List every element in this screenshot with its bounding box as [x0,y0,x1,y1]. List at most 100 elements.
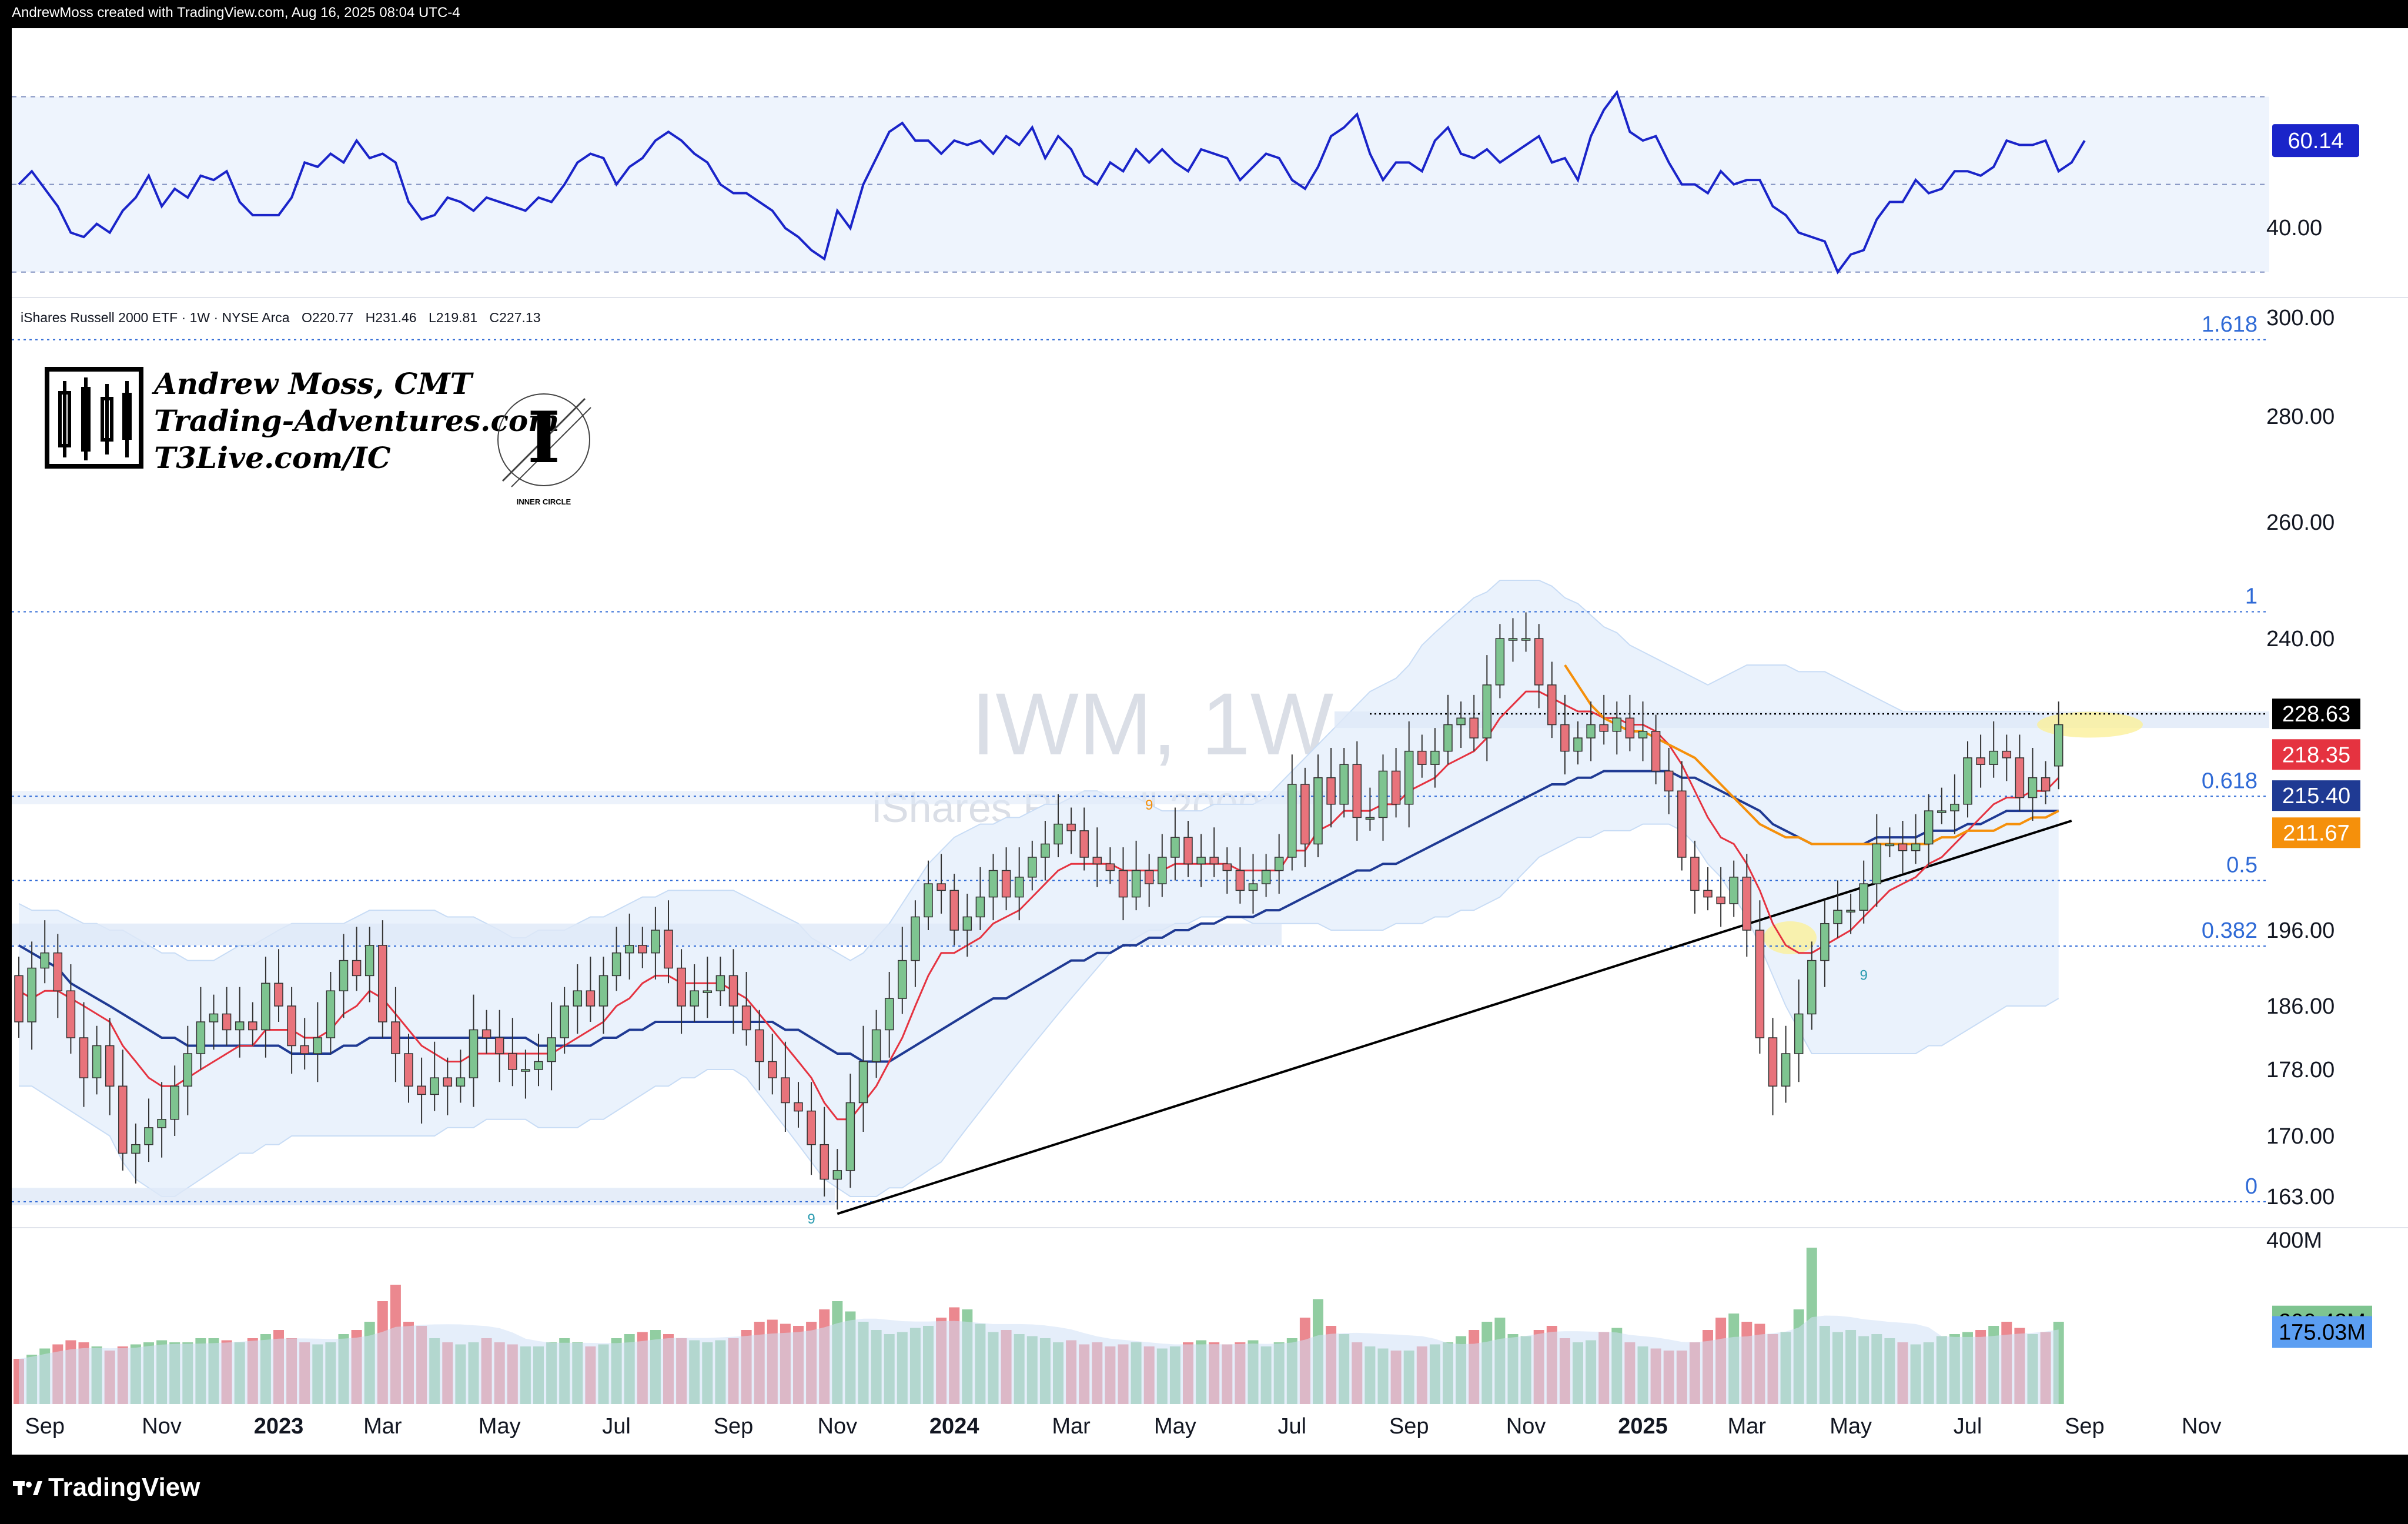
candle-body[interactable] [1079,830,1089,858]
candle-body[interactable] [430,1077,439,1095]
rsi-panel[interactable]: 40.00 60.14 [12,89,2359,275]
candle-body[interactable] [53,952,63,991]
candle-body[interactable] [754,1029,764,1062]
candle-body[interactable] [1404,750,1414,805]
candle-body[interactable] [287,1005,296,1047]
candle-body[interactable] [703,990,713,993]
candle-body[interactable] [1560,724,1570,752]
candle-body[interactable] [1872,843,1882,884]
candle-body[interactable] [898,960,907,999]
candle-body[interactable] [858,1061,868,1104]
candle-body[interactable] [1807,960,1817,1015]
candle-body[interactable] [988,870,998,898]
candle-body[interactable] [1911,843,1921,851]
candle-body[interactable] [573,990,583,1007]
candle-body[interactable] [92,1045,102,1078]
candle-body[interactable] [1443,724,1453,752]
candle-body[interactable] [1586,724,1596,738]
candle-body[interactable] [1599,724,1608,732]
candle-body[interactable] [248,1021,257,1031]
candle-body[interactable] [1859,883,1868,911]
candle-body[interactable] [1365,817,1375,820]
candle-body[interactable] [1794,1013,1804,1054]
candle-body[interactable] [222,1013,232,1031]
candle-body[interactable] [1105,863,1115,871]
candle-body[interactable] [611,952,621,977]
candle-body[interactable] [547,1037,556,1062]
candle-body[interactable] [352,960,362,977]
candle-body[interactable] [40,952,49,969]
candle-body[interactable] [1261,870,1271,884]
candle-body[interactable] [2002,750,2012,758]
candle-body[interactable] [1885,843,1895,847]
candle-body[interactable] [664,930,673,969]
candle-body[interactable] [1222,863,1232,871]
candle-body[interactable] [1066,823,1076,831]
candle-body[interactable] [1495,638,1505,686]
candle-body[interactable] [131,1144,141,1154]
candle-body[interactable] [2041,777,2051,792]
candle-body[interactable] [1846,910,1855,913]
candle-body[interactable] [1534,638,1544,686]
candle-body[interactable] [1118,870,1128,898]
tradingview-footer[interactable]: TradingView [13,1473,200,1502]
candle-body[interactable] [677,967,686,1007]
candle-body[interactable] [690,990,699,1007]
candle-body[interactable] [1976,757,1985,765]
candle-body[interactable] [1158,857,1167,884]
candle-body[interactable] [1183,837,1193,865]
candle-body[interactable] [794,1102,803,1112]
time-axis[interactable]: Sep Nov 2023 Mar May Jul Sep Nov 2024 Mar May Jul Se… [25,1414,2221,1439]
candle-body[interactable] [118,1085,128,1154]
candle-body[interactable] [1287,784,1297,858]
candle-body[interactable] [832,1170,842,1180]
candle-body[interactable] [2054,724,2063,767]
candle-body[interactable] [157,1119,166,1128]
candle-body[interactable] [274,982,283,1007]
candle-body[interactable] [1274,857,1284,871]
candle-body[interactable] [781,1077,790,1104]
candle-body[interactable] [1729,877,1738,904]
candle-body[interactable] [1417,750,1427,765]
candle-body[interactable] [1469,717,1479,738]
candle-body[interactable] [1430,750,1440,765]
candle-body[interactable] [534,1061,543,1070]
candle-body[interactable] [1820,923,1830,961]
candle-body[interactable] [1950,804,1959,811]
candle-body[interactable] [1963,757,1972,805]
candle-body[interactable] [1482,684,1492,738]
candle-body[interactable] [1235,870,1245,891]
candle-body[interactable] [962,916,972,931]
candle-body[interactable] [1352,764,1362,818]
candle-body[interactable] [1131,870,1141,898]
candle-body[interactable] [1326,777,1336,805]
candle-body[interactable] [884,998,894,1031]
price-panel[interactable]: IWM, 1W iShares Russell 2000 ETF 1.61810… [12,306,2360,1227]
candle-body[interactable] [79,1037,89,1078]
candle-body[interactable] [1313,777,1323,845]
candle-body[interactable] [924,883,933,918]
candle-body[interactable] [183,1053,193,1087]
candle-body[interactable] [1690,857,1700,891]
candle-body[interactable] [300,1045,309,1054]
candle-body[interactable] [1924,810,1934,845]
candle-body[interactable] [364,945,374,977]
candle-body[interactable] [196,1021,206,1054]
candle-body[interactable] [1989,750,1998,765]
candle-body[interactable] [417,1085,426,1095]
candle-body[interactable] [1092,857,1102,865]
candle-body[interactable] [326,990,336,1038]
candle-body[interactable] [105,1045,115,1087]
candle-body[interactable] [871,1029,881,1062]
candle-body[interactable] [1638,731,1648,738]
candle-body[interactable] [1573,737,1583,752]
candle-body[interactable] [845,1102,855,1171]
candle-body[interactable] [1547,684,1557,726]
candle-body[interactable] [638,945,647,954]
candle-body[interactable] [586,990,596,1007]
candle-body[interactable] [624,945,634,954]
candle-body[interactable] [469,1029,479,1078]
candle-body[interactable] [1014,877,1024,898]
candle-body[interactable] [481,1029,491,1038]
candle-body[interactable] [508,1053,517,1070]
